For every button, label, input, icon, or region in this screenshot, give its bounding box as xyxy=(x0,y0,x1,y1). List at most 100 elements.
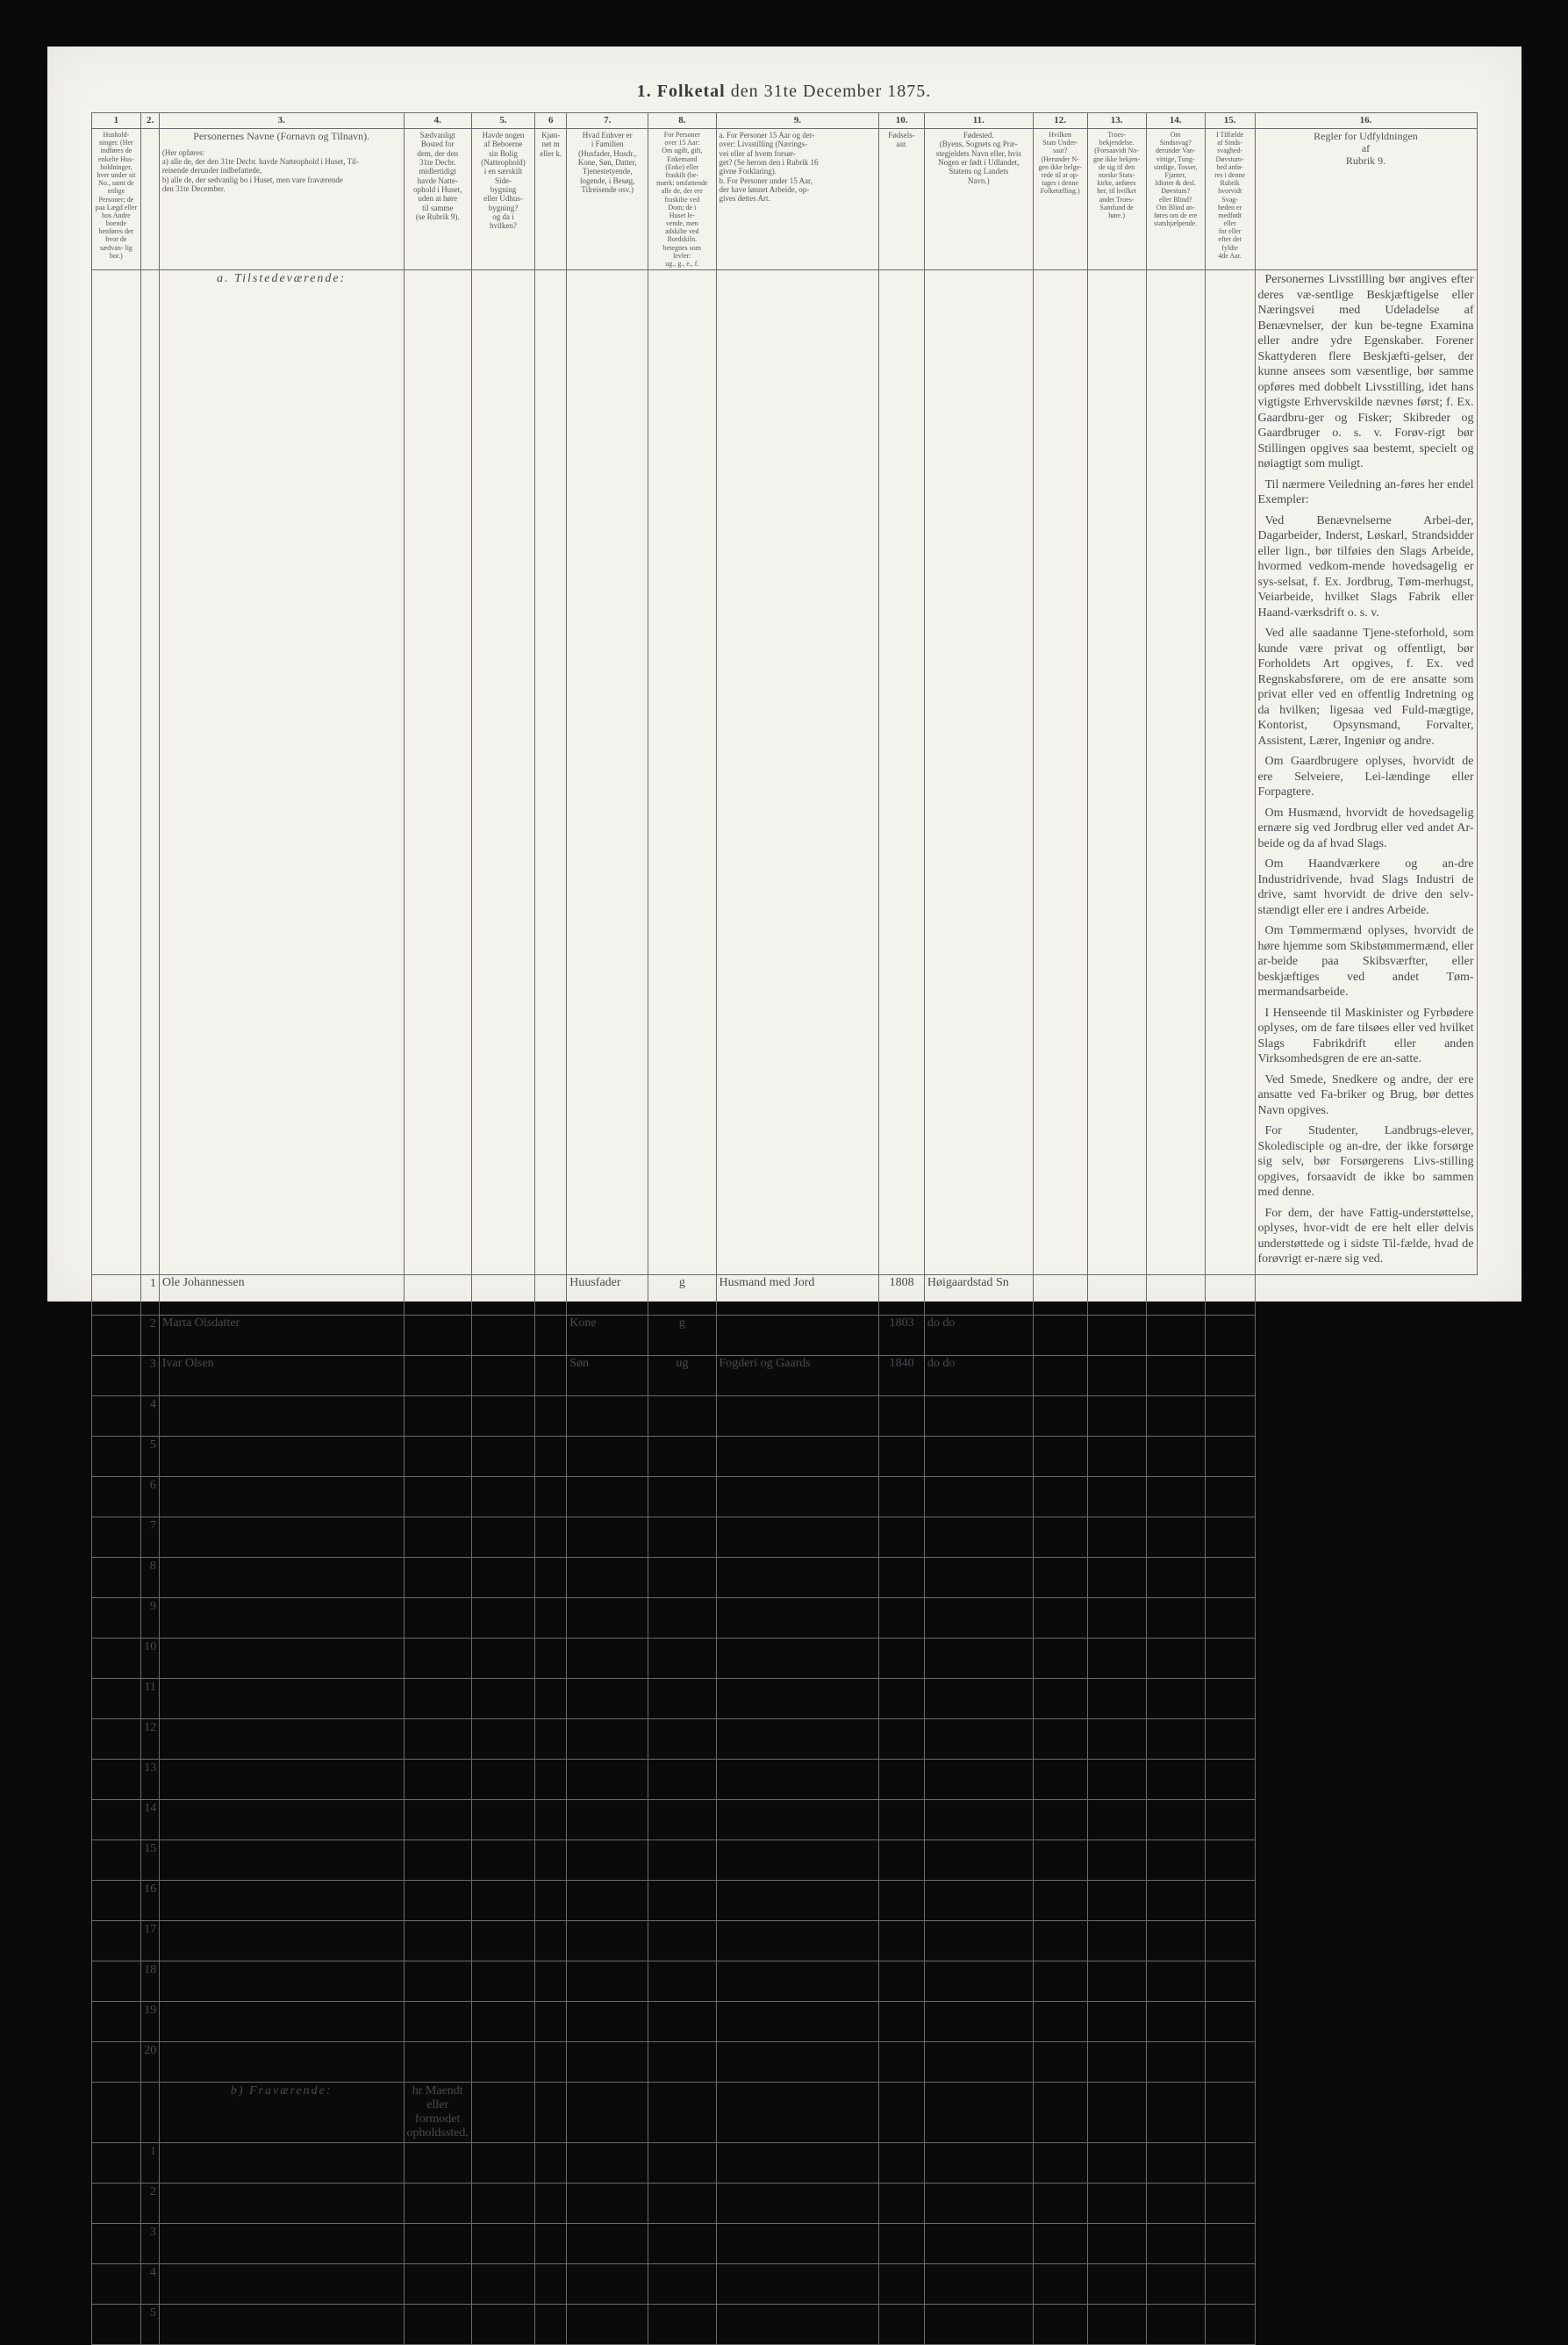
cell xyxy=(1205,1476,1255,1517)
cell xyxy=(924,1517,1033,1557)
table-row: 14 xyxy=(91,1799,1477,1839)
cell xyxy=(404,1880,471,1920)
cell xyxy=(648,1678,716,1718)
cell xyxy=(1087,1597,1146,1638)
cell xyxy=(535,1718,567,1759)
instruction-paragraph: Ved alle saadanne Tjene-steforhold, som … xyxy=(1258,626,1474,749)
cell xyxy=(535,1355,567,1395)
table-row: 10 xyxy=(91,1638,1477,1678)
cell xyxy=(1205,1961,1255,2001)
cell xyxy=(535,2001,567,2041)
cell xyxy=(1205,1436,1255,1476)
cell xyxy=(91,270,141,1275)
section-a-row: a. Tilstedeværende: Personernes Livsstil… xyxy=(91,270,1477,1275)
header-9: a. For Personer 15 Aar og der- over: Liv… xyxy=(716,129,879,270)
cell xyxy=(91,2082,141,2142)
cell xyxy=(716,1476,879,1517)
cell xyxy=(404,1315,471,1355)
cell xyxy=(141,2082,160,2142)
cell xyxy=(404,2223,471,2263)
cell xyxy=(471,2142,534,2183)
cell xyxy=(1146,1395,1205,1436)
table-row: 13 xyxy=(91,1759,1477,1799)
cell: Fogderi og Gaards xyxy=(716,1355,879,1395)
cell xyxy=(648,1597,716,1638)
cell xyxy=(1146,1557,1205,1597)
cell xyxy=(1033,1839,1087,1880)
cell xyxy=(567,2304,648,2344)
census-table: 1 2. 3. 4. 5. 6 7. 8. 9. 10. 11. 12. 13.… xyxy=(91,112,1478,2345)
cell xyxy=(471,1880,534,1920)
table-row: 3Ivar OlsenSønugFogderi og Gaards1840do … xyxy=(91,1355,1477,1395)
table-row: 16 xyxy=(91,1880,1477,1920)
cell xyxy=(924,1920,1033,1961)
cell xyxy=(91,1678,141,1718)
cell xyxy=(648,1638,716,1678)
cell xyxy=(879,270,925,1275)
cell xyxy=(1146,2223,1205,2263)
cell xyxy=(471,1395,534,1436)
table-row: 1 xyxy=(91,2142,1477,2183)
cell xyxy=(879,2263,925,2304)
colnum: 1 xyxy=(91,113,141,129)
cell xyxy=(879,1638,925,1678)
cell xyxy=(1033,1517,1087,1557)
cell xyxy=(716,1759,879,1799)
cell xyxy=(716,1839,879,1880)
name-cell xyxy=(159,1759,404,1799)
cell xyxy=(91,1274,141,1315)
name-cell: Ole Johannessen xyxy=(159,1274,404,1315)
cell xyxy=(535,2304,567,2344)
row-number: 20 xyxy=(141,2041,160,2082)
cell xyxy=(159,2223,404,2263)
header-3: Personernes Navne (Fornavn og Tilnavn). … xyxy=(159,129,404,270)
name-cell xyxy=(159,1718,404,1759)
cell xyxy=(567,1799,648,1839)
cell xyxy=(1146,2183,1205,2223)
cell xyxy=(1146,1355,1205,1395)
cell xyxy=(1033,1880,1087,1920)
cell xyxy=(648,2041,716,2082)
cell xyxy=(1205,1718,1255,1759)
cell xyxy=(1205,2001,1255,2041)
cell xyxy=(1205,2304,1255,2344)
cell xyxy=(471,1759,534,1799)
cell xyxy=(924,1436,1033,1476)
cell xyxy=(567,1759,648,1799)
cell xyxy=(1033,1436,1087,1476)
cell xyxy=(1146,1436,1205,1476)
cell xyxy=(1205,1274,1255,1315)
cell xyxy=(1033,1557,1087,1597)
cell xyxy=(535,1638,567,1678)
cell xyxy=(567,2183,648,2223)
table-row: 5 xyxy=(91,2304,1477,2344)
cell xyxy=(1087,1799,1146,1839)
cell xyxy=(404,1436,471,1476)
section-b-row: b) Fraværende: hr Maendt eller formodet … xyxy=(91,2082,1477,2142)
column-number-row: 1 2. 3. 4. 5. 6 7. 8. 9. 10. 11. 12. 13.… xyxy=(91,113,1477,129)
cell xyxy=(879,2223,925,2263)
cell xyxy=(471,2183,534,2223)
table-row: 19 xyxy=(91,2001,1477,2041)
cell xyxy=(1087,2001,1146,2041)
cell xyxy=(716,1315,879,1355)
cell xyxy=(471,1839,534,1880)
cell xyxy=(91,1395,141,1436)
cell xyxy=(567,1517,648,1557)
cell xyxy=(648,1476,716,1517)
cell xyxy=(1087,1678,1146,1718)
cell xyxy=(716,2183,879,2223)
cell xyxy=(716,1718,879,1759)
cell xyxy=(404,2183,471,2223)
cell xyxy=(1146,1920,1205,1961)
cell xyxy=(91,1557,141,1597)
cell xyxy=(1205,1517,1255,1557)
cell xyxy=(648,1436,716,1476)
cell xyxy=(1146,1315,1205,1355)
header-3-title: Personernes Navne (Fornavn og Tilnavn). xyxy=(162,131,401,143)
header-2 xyxy=(141,129,160,270)
cell xyxy=(1087,2304,1146,2344)
cell xyxy=(1146,2263,1205,2304)
cell xyxy=(716,2223,879,2263)
header-16: Regler for Udfyldningen af Rubrik 9. xyxy=(1255,129,1477,270)
